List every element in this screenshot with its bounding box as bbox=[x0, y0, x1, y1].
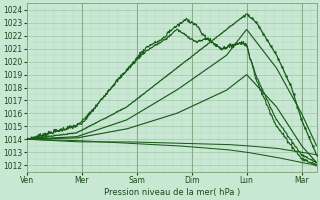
X-axis label: Pression niveau de la mer( hPa ): Pression niveau de la mer( hPa ) bbox=[104, 188, 240, 197]
